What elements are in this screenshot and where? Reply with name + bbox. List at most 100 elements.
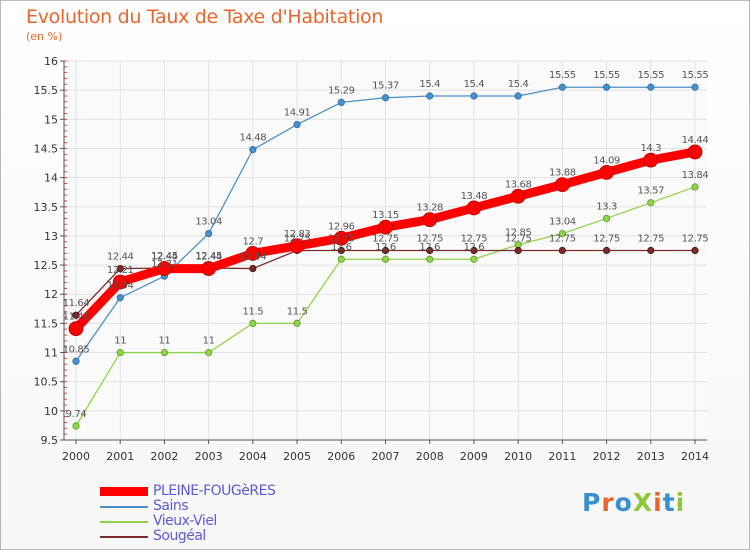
x-tick-label: 2004 bbox=[239, 450, 267, 463]
data-label: 12.75 bbox=[593, 234, 620, 245]
data-label: 15.55 bbox=[637, 70, 664, 81]
data-label: 12.7 bbox=[243, 236, 264, 247]
data-point bbox=[470, 92, 478, 100]
data-label: 12.96 bbox=[328, 221, 355, 232]
data-label: 10.85 bbox=[63, 344, 90, 355]
data-point bbox=[691, 83, 699, 91]
data-label: 14.09 bbox=[593, 155, 620, 166]
data-point bbox=[201, 261, 217, 276]
axes: 9.5 10 10.5 11 11.5 12 12.5 13 13.5 14 14.5 15 15.5 1… bbox=[34, 55, 710, 463]
data-point bbox=[647, 199, 655, 207]
data-label: 13.15 bbox=[372, 210, 399, 221]
x-tick-label: 2008 bbox=[416, 450, 444, 463]
data-label: 12.75 bbox=[372, 234, 399, 245]
x-tick-label: 2014 bbox=[681, 450, 709, 463]
data-point bbox=[337, 98, 345, 106]
data-label: 12.6 bbox=[419, 242, 440, 253]
data-label: 11.5 bbox=[287, 306, 308, 317]
data-label: 15.4 bbox=[508, 79, 529, 90]
data-point bbox=[333, 230, 349, 246]
data-label: 12.75 bbox=[416, 234, 443, 245]
data-point bbox=[422, 212, 438, 227]
data-label: 12.83 bbox=[284, 229, 311, 240]
data-label: 15.37 bbox=[372, 81, 399, 92]
series-1 bbox=[72, 83, 699, 365]
data-point bbox=[249, 319, 257, 327]
y-tick-label: 10 bbox=[44, 405, 58, 418]
legend-label: Sougéal bbox=[153, 528, 206, 544]
data-label: 12.75 bbox=[549, 234, 576, 245]
y-tick-label: 14 bbox=[44, 172, 58, 185]
data-label: 13.68 bbox=[505, 179, 532, 190]
data-label: 15.55 bbox=[682, 70, 709, 81]
data-label: 12.75 bbox=[328, 234, 355, 245]
data-label: 13.48 bbox=[461, 191, 488, 202]
data-point bbox=[691, 183, 699, 191]
data-label: 12.6 bbox=[464, 242, 485, 253]
y-tick-label: 12.5 bbox=[34, 259, 59, 272]
data-label: 13.57 bbox=[637, 186, 664, 197]
data-point bbox=[691, 246, 699, 255]
data-point bbox=[68, 321, 84, 337]
data-point bbox=[514, 246, 522, 255]
data-labels: 11.41 12.21 12.44 12.44 12.7 12.83 12.96 13.15 1… bbox=[63, 70, 709, 420]
data-point bbox=[510, 188, 526, 204]
data-point bbox=[116, 294, 124, 302]
data-point bbox=[426, 255, 434, 263]
y-tick-label: 16 bbox=[44, 55, 58, 68]
data-label: 14.44 bbox=[682, 135, 709, 146]
data-point bbox=[599, 164, 614, 180]
data-point bbox=[205, 229, 213, 238]
data-point bbox=[72, 357, 80, 365]
x-tick-label: 2002 bbox=[150, 450, 178, 463]
data-point bbox=[245, 246, 261, 261]
data-point bbox=[381, 94, 390, 102]
data-label: 12.6 bbox=[331, 242, 352, 253]
data-label: 13.84 bbox=[682, 170, 709, 181]
series-0 bbox=[68, 144, 703, 337]
data-point bbox=[249, 146, 257, 154]
x-tick-label: 2000 bbox=[62, 450, 90, 463]
data-label: 12.75 bbox=[682, 234, 709, 245]
data-label: 12.45 bbox=[195, 251, 222, 262]
y-tick-label: 13 bbox=[44, 230, 58, 243]
legend-swatch bbox=[100, 521, 148, 523]
data-label: 11.94 bbox=[107, 281, 134, 292]
data-point bbox=[381, 246, 390, 255]
data-label: 14.3 bbox=[640, 143, 661, 154]
data-point bbox=[160, 348, 169, 357]
data-point bbox=[116, 348, 124, 357]
proxiti-logo: ProXiti bbox=[582, 488, 686, 517]
y-tick-label: 15.5 bbox=[34, 84, 59, 97]
data-point bbox=[558, 229, 566, 238]
x-tick-label: 2005 bbox=[283, 450, 311, 463]
data-point bbox=[687, 144, 703, 160]
data-point bbox=[378, 219, 393, 235]
x-tick-label: 2006 bbox=[327, 450, 355, 463]
chart-subtitle: (en %) bbox=[26, 30, 63, 43]
series-layer bbox=[68, 83, 703, 430]
legend-label: PLEINE-FOUGèRES bbox=[153, 483, 276, 499]
data-point bbox=[72, 311, 80, 319]
data-point bbox=[337, 246, 345, 255]
y-tick-label: 12 bbox=[44, 288, 58, 301]
data-point bbox=[426, 246, 434, 255]
data-label: 15.29 bbox=[328, 85, 355, 96]
data-point bbox=[602, 246, 611, 255]
data-point bbox=[249, 264, 257, 273]
x-tick-label: 2007 bbox=[372, 450, 400, 463]
x-tick-label: 2012 bbox=[593, 450, 621, 463]
data-label: 13.04 bbox=[549, 217, 576, 228]
data-label: 12.44 bbox=[151, 252, 178, 263]
legend-swatch bbox=[100, 506, 148, 508]
data-point bbox=[470, 246, 478, 255]
legend-label: Sains bbox=[153, 498, 189, 514]
data-label: 12.44 bbox=[240, 252, 267, 263]
legend-swatch bbox=[100, 487, 148, 496]
data-point bbox=[466, 200, 482, 216]
legend-swatch bbox=[100, 536, 148, 538]
data-point bbox=[647, 246, 655, 255]
data-point bbox=[426, 92, 434, 100]
chart-title: Evolution du Taux de Taxe d'Habitation bbox=[26, 6, 384, 28]
